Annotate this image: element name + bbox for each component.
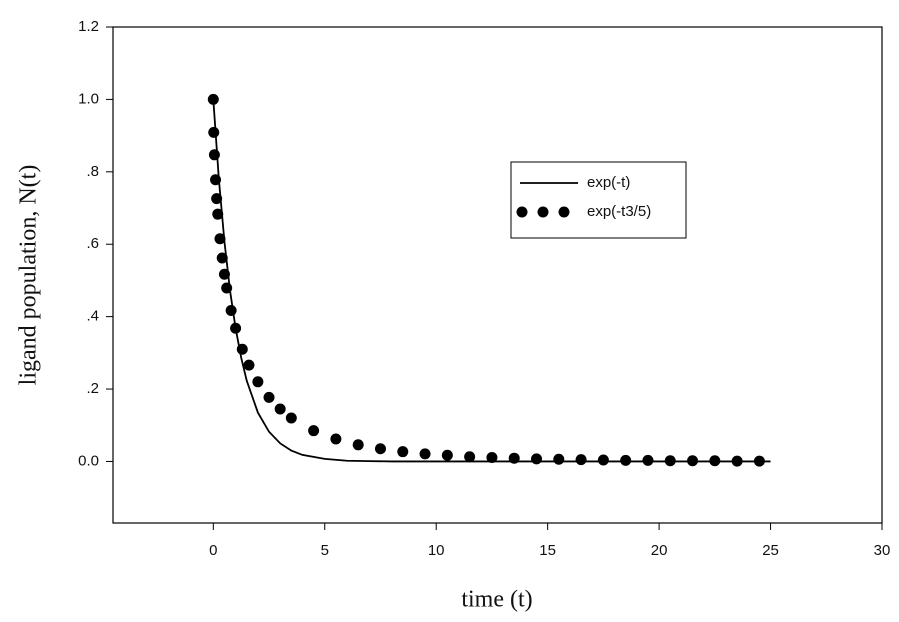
data-point [208,149,220,161]
legend-marker [516,206,528,218]
y-tick-label: 1.0 [78,90,99,107]
data-point [531,453,543,465]
data-point [263,391,275,403]
data-point [575,454,587,466]
data-point [308,425,320,437]
data-point [210,174,222,186]
data-point [664,455,676,467]
data-point [212,208,224,220]
y-tick-label: .8 [86,163,99,180]
x-tick-label: 25 [762,542,779,559]
data-point [464,451,476,463]
data-point [709,455,721,467]
data-point [597,454,609,466]
data-point [397,446,409,458]
data-point [642,454,654,466]
data-point [221,282,233,294]
data-point [252,376,264,388]
data-point [225,304,237,316]
legend-marker [558,206,570,218]
x-axis-label: time (t) [461,587,532,613]
data-point [553,453,565,465]
y-tick-label: .2 [86,380,99,397]
x-tick-label: 0 [209,542,217,559]
y-axis-label: ligand population, N(t) [16,165,42,386]
data-point [687,455,699,467]
plot-frame [112,26,883,524]
data-line [212,99,771,463]
data-point [214,233,226,245]
data-point [374,443,386,455]
legend-box [510,161,687,239]
data-point [285,412,297,424]
x-tick-label: 15 [539,542,556,559]
data-point [352,439,364,451]
data-point [230,322,242,334]
data-point [486,451,498,463]
y-tick-label: 1.2 [78,18,99,35]
data-point [216,252,228,264]
data-point [236,343,248,355]
data-point [274,403,286,415]
x-tick-label: 5 [321,542,329,559]
y-tick-label: 0.0 [78,452,99,469]
legend-marker [537,206,549,218]
x-tick-label: 30 [874,542,891,559]
data-point [508,452,520,464]
y-tick-label: .4 [86,308,99,325]
data-point [731,455,743,467]
legend-label: exp(-t) [587,174,630,191]
data-point [441,449,453,461]
y-tick-label: .6 [86,235,99,252]
data-point [330,433,342,445]
data-point [753,455,765,467]
x-tick-label: 20 [651,542,668,559]
x-tick-label: 10 [428,542,445,559]
data-point [207,93,219,105]
data-point [218,268,230,280]
data-point [211,193,223,205]
data-point [243,359,255,371]
legend-label: exp(-t3/5) [587,203,651,220]
data-point [620,454,632,466]
data-point [419,448,431,460]
data-point [208,126,220,138]
